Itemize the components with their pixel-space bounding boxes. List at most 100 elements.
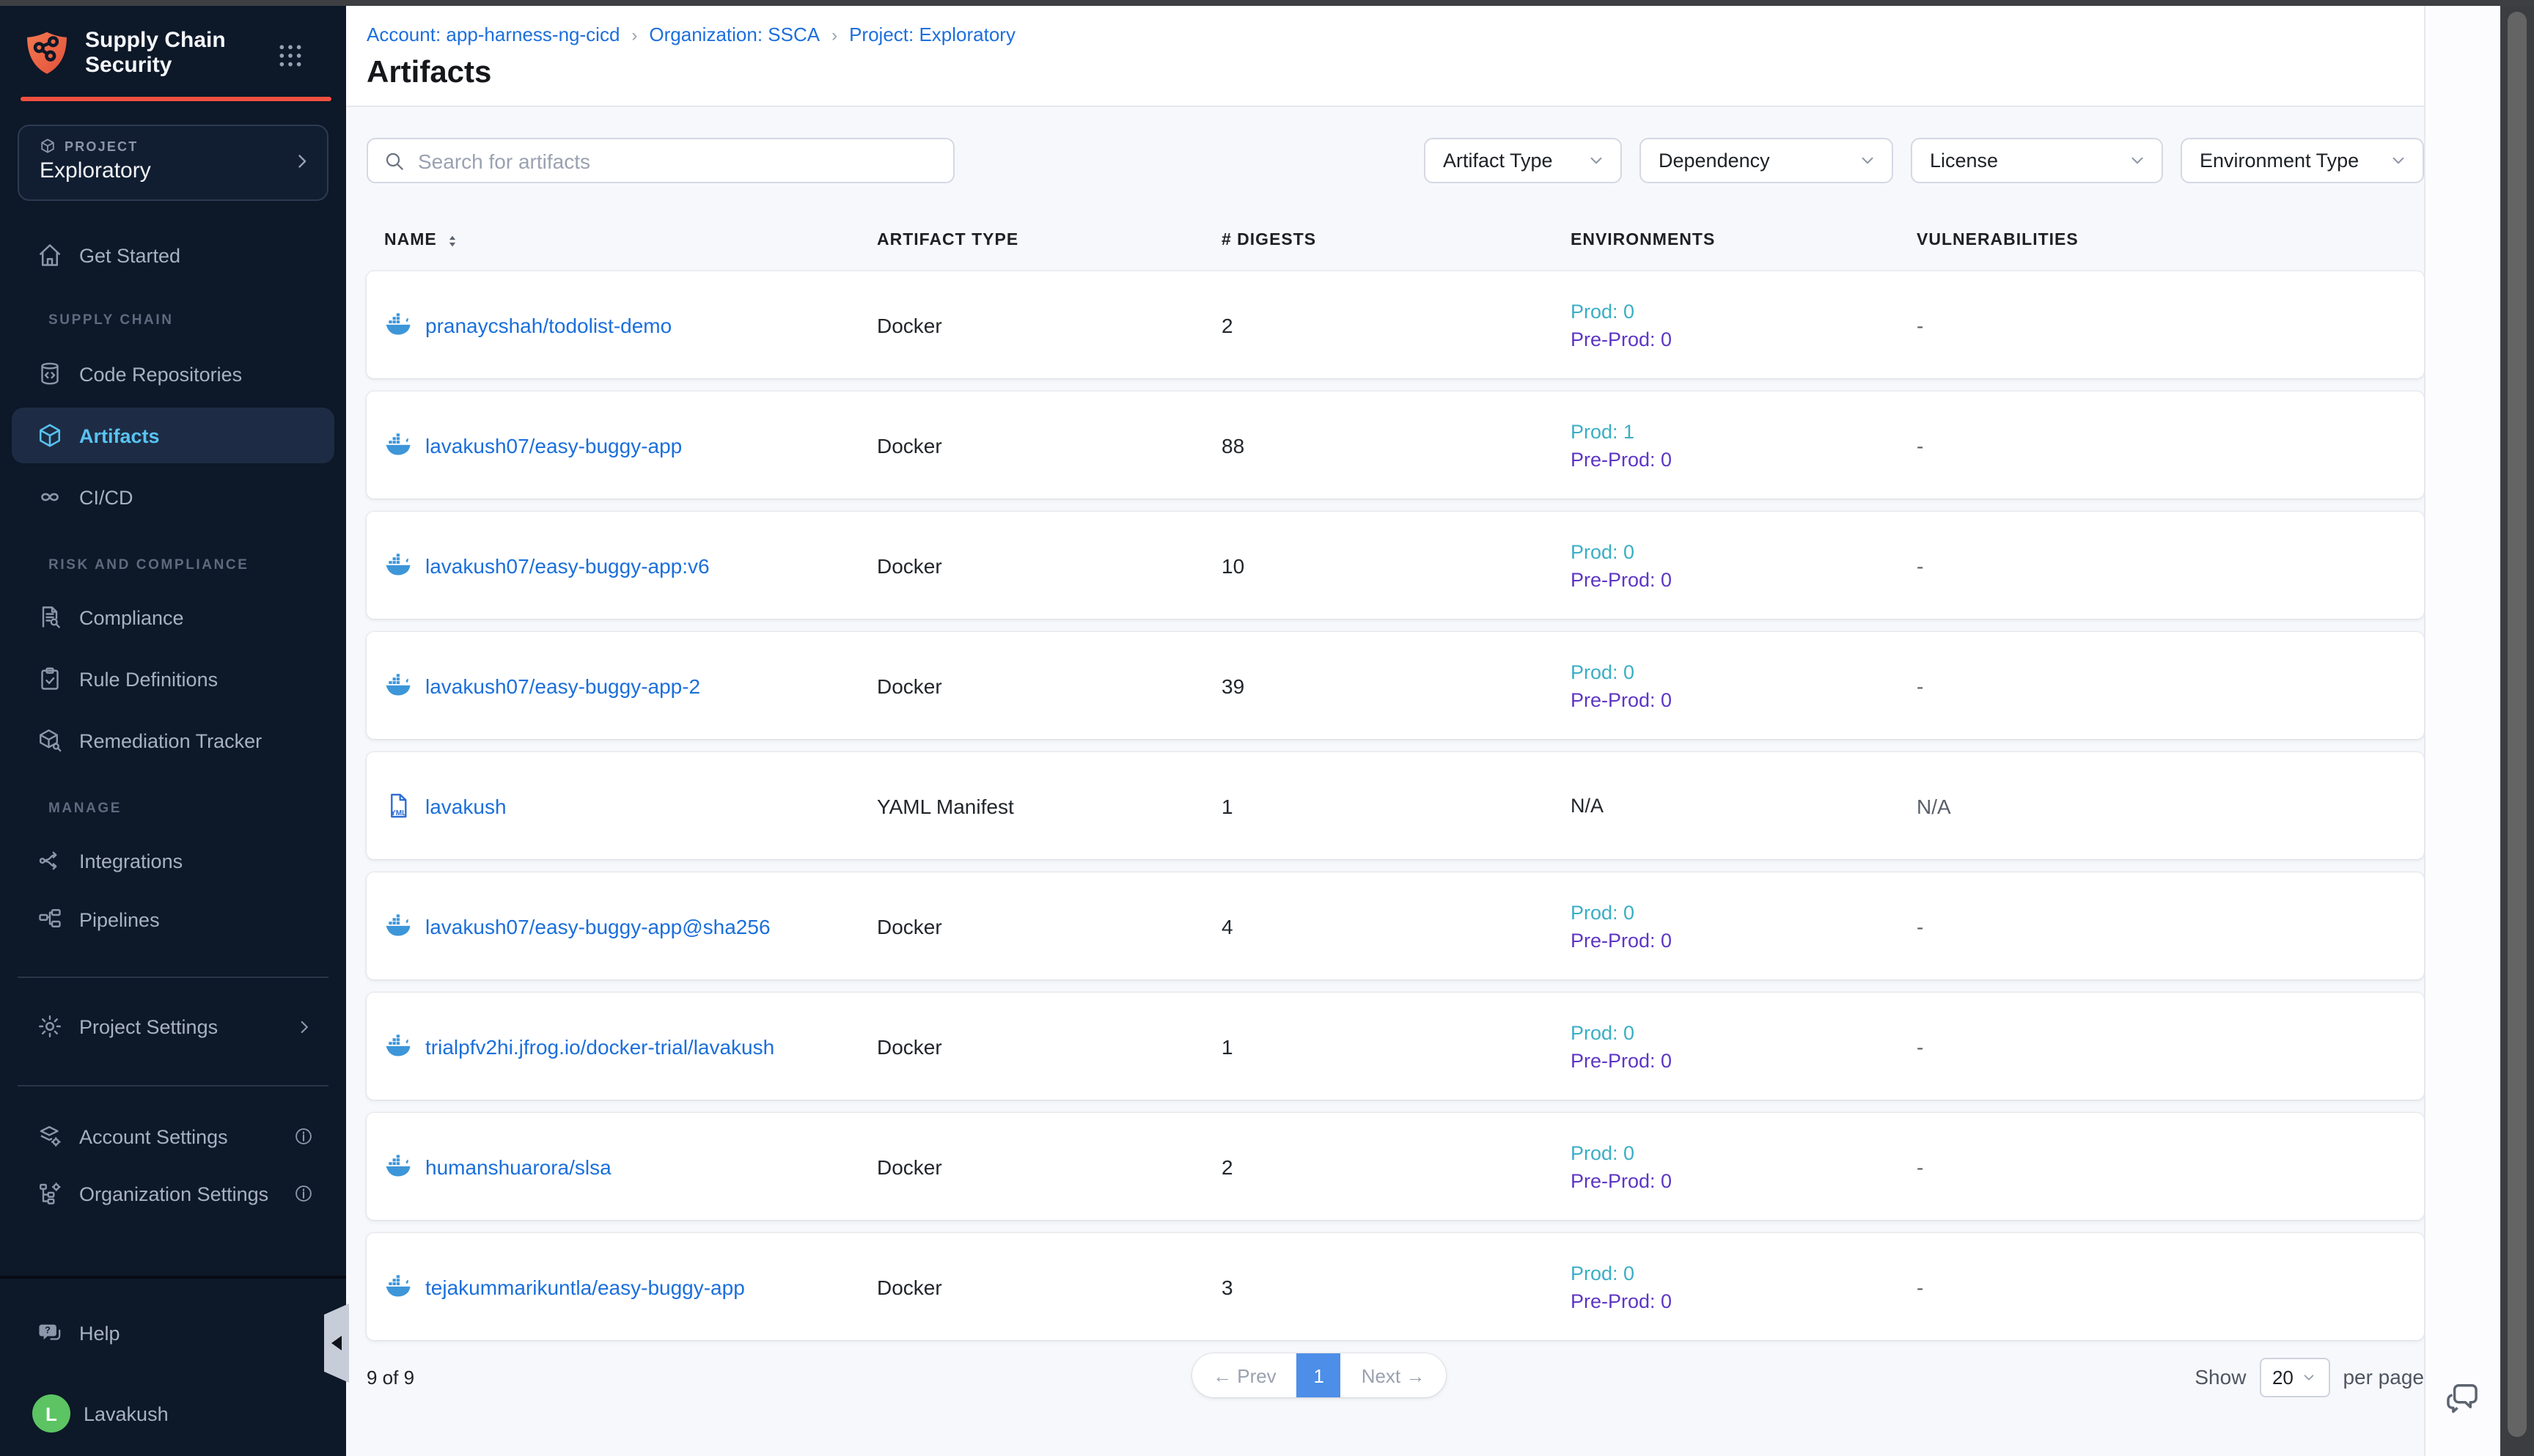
column-header-name[interactable]: NAME — [384, 232, 877, 249]
avatar: L — [32, 1394, 70, 1433]
scrollbar-thumb[interactable] — [2508, 12, 2527, 1437]
prod-count-link[interactable]: Prod: 1 — [1571, 420, 1635, 442]
digests-cell: 10 — [1222, 554, 1245, 577]
column-header-digests: # DIGESTS — [1222, 232, 1317, 249]
table-row: lavakush07/easy-buggy-app:v6 Docker 10 P… — [367, 512, 2424, 619]
artifact-type-cell: Docker — [877, 1034, 942, 1058]
table-row: lavakush07/easy-buggy-app-2 Docker 39 Pr… — [367, 632, 2424, 739]
environments-cell: Prod: 0 Pre-Prod: 0 — [1571, 658, 1917, 713]
sidebar-item-compliance[interactable]: Compliance — [12, 589, 334, 645]
page-number-button[interactable]: 1 — [1296, 1353, 1341, 1397]
preprod-count-link[interactable]: Pre-Prod: 0 — [1571, 1290, 1672, 1312]
artifact-table: pranaycshah/todolist-demo Docker 2 Prod:… — [367, 271, 2424, 1340]
sidebar-item-account-settings[interactable]: Account Settings — [12, 1108, 334, 1164]
sidebar-item-code-repositories[interactable]: Code Repositories — [12, 346, 334, 402]
sidebar-item-integrations[interactable]: Integrations — [12, 833, 334, 889]
prod-count-link[interactable]: Prod: 0 — [1571, 300, 1635, 322]
preprod-count-link[interactable]: Pre-Prod: 0 — [1571, 1169, 1672, 1191]
artifact-name-link[interactable]: humanshuarora/slsa — [425, 1155, 612, 1178]
info-icon[interactable] — [293, 1183, 314, 1204]
artifact-type-cell: YAML Manifest — [877, 794, 1014, 817]
document-search-icon — [37, 604, 63, 630]
prod-count-link[interactable]: Prod: 0 — [1571, 1021, 1635, 1043]
sidebar-item-project-settings[interactable]: Project Settings — [12, 999, 334, 1054]
sidebar-item-help[interactable]: Help — [12, 1305, 334, 1361]
sidebar-item-rule-definitions[interactable]: Rule Definitions — [12, 651, 334, 707]
prod-count-link[interactable]: Prod: 0 — [1571, 901, 1635, 923]
support-chat-icon[interactable] — [2443, 1378, 2481, 1416]
preprod-count-link[interactable]: Pre-Prod: 0 — [1571, 1049, 1672, 1071]
filter-dependency[interactable]: Dependency — [1639, 138, 1893, 183]
table-row: lavakush07/easy-buggy-app@sha256 Docker … — [367, 872, 2424, 979]
prev-page-button[interactable]: ← Prev — [1192, 1353, 1297, 1397]
breadcrumb-project-link[interactable]: Project: Exploratory — [849, 23, 1016, 45]
prod-count-link[interactable]: Prod: 0 — [1571, 1141, 1635, 1163]
filter-license[interactable]: License — [1911, 138, 2163, 183]
sidebar-item-artifacts[interactable]: Artifacts — [12, 408, 334, 463]
window-top-edge — [0, 0, 2534, 6]
digests-cell: 88 — [1222, 433, 1245, 457]
chevron-down-icon — [2389, 151, 2408, 170]
sidebar-item-remediation-tracker[interactable]: Remediation Tracker — [12, 713, 334, 768]
table-row: pranaycshah/todolist-demo Docker 2 Prod:… — [367, 271, 2424, 378]
sidebar-item-organization-settings[interactable]: Organization Settings — [12, 1166, 334, 1221]
module-switcher-grid-icon[interactable] — [276, 41, 305, 70]
preprod-count-link[interactable]: Pre-Prod: 0 — [1571, 448, 1672, 470]
preprod-count-link[interactable]: Pre-Prod: 0 — [1571, 568, 1672, 590]
cube-icon — [37, 422, 63, 449]
digests-cell: 2 — [1222, 1155, 1233, 1178]
table-row: lavakush YAML Manifest 1 N/A N/A — [367, 752, 2424, 859]
project-selector[interactable]: PROJECT Exploratory — [18, 125, 328, 201]
artifact-name-link[interactable]: lavakush — [425, 794, 507, 817]
prod-count-link[interactable]: Prod: 0 — [1571, 540, 1635, 562]
layers-gear-icon — [37, 1123, 63, 1150]
prod-count-link[interactable]: Prod: 0 — [1571, 1262, 1635, 1284]
user-menu[interactable]: L Lavakush — [12, 1386, 334, 1441]
next-page-button[interactable]: Next → — [1340, 1353, 1446, 1397]
docker-icon — [384, 1032, 412, 1060]
help-chat-icon — [37, 1320, 63, 1346]
artifact-name-link[interactable]: lavakush07/easy-buggy-app — [425, 433, 683, 457]
sort-icon[interactable] — [444, 232, 460, 249]
breadcrumb-organization-link[interactable]: Organization: SSCA — [649, 23, 820, 45]
column-header-vulnerabilities: VULNERABILITIES — [1917, 232, 2079, 249]
sidebar-item-get-started[interactable]: Get Started — [12, 227, 334, 283]
digests-cell: 39 — [1222, 674, 1245, 697]
search-input[interactable] — [418, 149, 939, 172]
environments-cell: Prod: 0 Pre-Prod: 0 — [1571, 297, 1917, 353]
filter-artifact-type[interactable]: Artifact Type — [1424, 138, 1622, 183]
artifact-name-link[interactable]: trialpfv2hi.jfrog.io/docker-trial/lavaku… — [425, 1034, 775, 1058]
digests-cell: 2 — [1222, 313, 1233, 337]
preprod-count-link[interactable]: Pre-Prod: 0 — [1571, 328, 1672, 350]
org-hierarchy-gear-icon — [37, 1180, 63, 1207]
prod-count-link[interactable]: Prod: 0 — [1571, 661, 1635, 683]
project-label: PROJECT — [65, 139, 139, 153]
filter-environment-type[interactable]: Environment Type — [2181, 138, 2424, 183]
collapse-arrow-icon — [331, 1336, 342, 1350]
scrollbar[interactable] — [2500, 6, 2534, 1456]
docker-icon — [384, 672, 412, 699]
preprod-count-link[interactable]: Pre-Prod: 0 — [1571, 929, 1672, 951]
info-icon[interactable] — [293, 1126, 314, 1147]
sidebar-item-cicd[interactable]: CI/CD — [12, 469, 334, 525]
preprod-count-link[interactable]: Pre-Prod: 0 — [1571, 688, 1672, 710]
sidebar-item-pipelines[interactable]: Pipelines — [12, 891, 334, 947]
artifact-type-cell: Docker — [877, 1275, 942, 1298]
table-header: NAME ARTIFACT TYPE # DIGESTS ENVIRONMENT… — [367, 232, 2424, 249]
artifact-name-link[interactable]: lavakush07/easy-buggy-app-2 — [425, 674, 701, 697]
environments-cell: Prod: 0 Pre-Prod: 0 — [1571, 1259, 1917, 1315]
search-icon — [383, 149, 406, 172]
artifact-name-link[interactable]: lavakush07/easy-buggy-app@sha256 — [425, 914, 771, 938]
artifact-name-link[interactable]: lavakush07/easy-buggy-app:v6 — [425, 554, 710, 577]
filter-bar: Artifact Type Dependency License Environ… — [1424, 138, 2424, 183]
sidebar-collapse-handle[interactable] — [324, 1304, 349, 1383]
breadcrumb-account-link[interactable]: Account: app-harness-ng-cicd — [367, 23, 620, 45]
brand-title: Supply Chain Security — [85, 28, 226, 78]
sidebar-section-risk-and-compliance: RISK AND COMPLIANCE — [48, 557, 249, 573]
artifact-name-link[interactable]: pranaycshah/todolist-demo — [425, 313, 672, 337]
per-page-select[interactable]: 20 — [2259, 1357, 2330, 1397]
sidebar-divider — [18, 977, 328, 978]
artifact-name-link[interactable]: tejakummarikuntla/easy-buggy-app — [425, 1275, 745, 1298]
project-name: Exploratory — [40, 158, 151, 183]
yaml-file-icon — [384, 792, 412, 820]
